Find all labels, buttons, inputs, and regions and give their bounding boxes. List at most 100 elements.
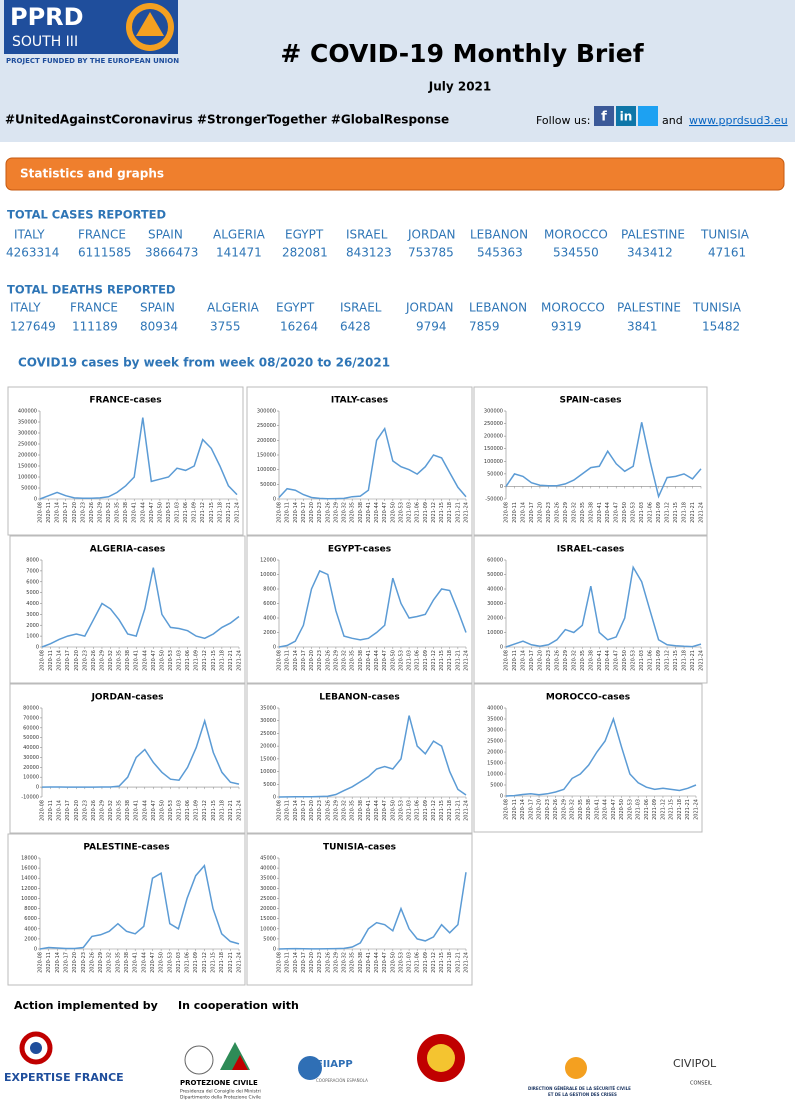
x-tick-label: 2020-17 bbox=[65, 650, 71, 671]
country-value: 111189 bbox=[72, 320, 118, 334]
y-tick-label: 40000 bbox=[487, 587, 503, 593]
x-tick-label: 2021-12 bbox=[665, 650, 671, 671]
country-name: ITALY bbox=[14, 228, 45, 242]
y-tick-label: 25000 bbox=[260, 896, 276, 902]
x-tick-label: 2020-47 bbox=[611, 799, 617, 820]
facebook-icon[interactable] bbox=[594, 106, 614, 126]
y-tick-label: -50000 bbox=[485, 497, 503, 503]
x-tick-label: 2020-53 bbox=[398, 502, 404, 523]
x-tick-label: 2020-47 bbox=[149, 502, 155, 523]
chart-title: ALGERIA-cases bbox=[90, 545, 165, 555]
series-line bbox=[505, 422, 702, 499]
doc-date: July 2021 bbox=[428, 80, 492, 94]
x-tick-label: 2021-09 bbox=[423, 800, 429, 821]
x-tick-label: 2020-50 bbox=[390, 650, 396, 671]
x-tick-label: 2020-38 bbox=[358, 650, 364, 671]
x-tick-label: 2020-11 bbox=[285, 800, 291, 821]
stats-title: TOTAL CASES REPORTED bbox=[7, 208, 166, 222]
country-name: FRANCE bbox=[78, 228, 126, 242]
x-tick-label: 2021-12 bbox=[202, 650, 208, 671]
x-tick-label: 2020-26 bbox=[89, 502, 95, 523]
y-tick-label: 40000 bbox=[260, 866, 276, 872]
x-tick-label: 2020-50 bbox=[390, 952, 396, 973]
website-link[interactable]: www.pprdsud3.eu bbox=[689, 114, 788, 127]
x-tick-label: 2020-11 bbox=[285, 502, 291, 523]
x-tick-label: 2021-15 bbox=[209, 502, 215, 523]
twitter-icon[interactable] bbox=[638, 106, 658, 126]
x-tick-label: 2020-50 bbox=[159, 800, 165, 821]
country-name: ALGERIA bbox=[207, 301, 260, 315]
chart-title: PALESTINE-cases bbox=[83, 843, 169, 853]
x-tick-label: 2020-14 bbox=[293, 952, 299, 973]
x-tick-label: 2021-12 bbox=[431, 650, 437, 671]
x-tick-label: 2020-32 bbox=[342, 502, 348, 523]
country-name: ISRAEL bbox=[346, 228, 388, 242]
x-tick-label: 2020-29 bbox=[563, 650, 569, 671]
y-tick-label: 200000 bbox=[484, 434, 503, 440]
x-tick-label: 2020-26 bbox=[91, 800, 97, 821]
y-tick-label: -10000 bbox=[21, 795, 39, 801]
y-tick-label: 2000 bbox=[26, 623, 39, 629]
x-tick-label: 2020-08 bbox=[504, 502, 510, 523]
x-tick-label: 2020-08 bbox=[504, 650, 510, 671]
x-tick-label: 2020-23 bbox=[317, 800, 323, 821]
x-tick-label: 2021-09 bbox=[423, 502, 429, 523]
x-tick-label: 2020-29 bbox=[99, 800, 105, 821]
and: and bbox=[662, 114, 683, 127]
x-tick-label: 2021-09 bbox=[423, 952, 429, 973]
series-line bbox=[41, 567, 240, 648]
country-value: 6428 bbox=[340, 320, 371, 334]
x-tick-label: 2020-53 bbox=[168, 650, 174, 671]
x-tick-label: 2020-50 bbox=[159, 650, 165, 671]
x-tick-label: 2021-15 bbox=[211, 650, 217, 671]
x-tick-label: 2020-35 bbox=[350, 650, 356, 671]
x-tick-label: 2020-08 bbox=[38, 502, 44, 523]
series-line bbox=[278, 872, 467, 950]
y-tick-label: 0 bbox=[273, 497, 276, 503]
x-tick-label: 2020-08 bbox=[277, 952, 283, 973]
x-tick-label: 2021-21 bbox=[455, 952, 461, 973]
chart-frame bbox=[7, 833, 246, 986]
x-tick-label: 2021-18 bbox=[682, 502, 688, 523]
chart-frame bbox=[9, 683, 246, 834]
x-tick-label: 2020-41 bbox=[597, 650, 603, 671]
x-tick-label: 2020-14 bbox=[293, 800, 299, 821]
x-tick-label: 2020-17 bbox=[529, 650, 535, 671]
x-tick-label: 2020-23 bbox=[546, 650, 552, 671]
y-tick-label: 100000 bbox=[18, 475, 37, 481]
country-value: 9319 bbox=[551, 320, 582, 334]
x-tick-label: 2020-50 bbox=[619, 799, 625, 820]
x-tick-label: 2020-08 bbox=[40, 800, 46, 821]
y-tick-label: 15000 bbox=[487, 761, 503, 767]
x-tick-label: 2020-50 bbox=[390, 502, 396, 523]
series-line bbox=[505, 565, 702, 648]
x-tick-label: 2020-11 bbox=[285, 650, 291, 671]
country-value: 141471 bbox=[216, 246, 262, 260]
y-tick-label: 10000 bbox=[260, 769, 276, 775]
x-tick-label: 2020-32 bbox=[570, 799, 576, 820]
chart: MOROCCO-cases 0 5000 10000 15000 20000 25000 30… bbox=[473, 683, 703, 833]
x-tick-label: 2020-29 bbox=[561, 799, 567, 820]
x-tick-label: 2020-29 bbox=[99, 650, 105, 671]
x-tick-label: 2020-08 bbox=[38, 952, 44, 973]
x-tick-label: 2021-06 bbox=[415, 650, 421, 671]
chart-title: EGYPT-cases bbox=[328, 545, 391, 555]
x-tick-label: 2020-35 bbox=[580, 650, 586, 671]
x-tick-label: 2020-44 bbox=[141, 952, 147, 973]
x-tick-label: 2020-41 bbox=[133, 952, 139, 973]
x-tick-label: 2020-08 bbox=[40, 650, 46, 671]
y-tick-label: 3000 bbox=[26, 612, 39, 618]
x-tick-label: 2021-06 bbox=[185, 800, 191, 821]
linkedin-icon[interactable] bbox=[616, 106, 636, 126]
x-tick-label: 2020-23 bbox=[317, 650, 323, 671]
y-tick-label: 20000 bbox=[260, 906, 276, 912]
x-tick-label: 2021-18 bbox=[447, 502, 453, 523]
x-tick-label: 2020-11 bbox=[46, 952, 52, 973]
x-tick-label: 2020-32 bbox=[108, 800, 114, 821]
x-tick-label: 2020-38 bbox=[125, 800, 131, 821]
x-tick-label: 2020-35 bbox=[117, 800, 123, 821]
y-tick-label: 15000 bbox=[260, 916, 276, 922]
y-tick-label: 25000 bbox=[487, 739, 503, 745]
x-tick-label: 2020-14 bbox=[520, 502, 526, 523]
x-tick-label: 2021-12 bbox=[431, 800, 437, 821]
